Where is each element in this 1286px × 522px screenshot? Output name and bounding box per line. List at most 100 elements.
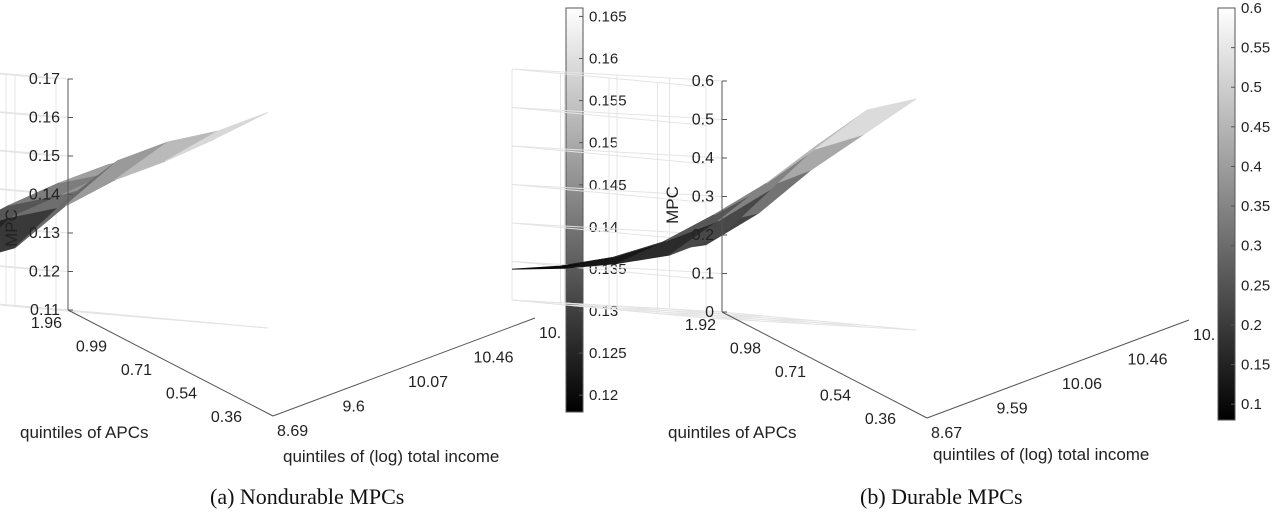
z-tick-label: 0.17	[29, 71, 60, 88]
colorbar-tick-label: 0.35	[1241, 198, 1270, 215]
y-axis-line	[67, 309, 274, 417]
colorbar-tick-label: 0.25	[1241, 277, 1270, 294]
z-tick-label: 0.16	[29, 110, 60, 127]
colorbar-gradient	[1217, 7, 1236, 421]
panel-b: 0 0.1 0.2 0.3 0.4 0.5 0.6 1.92 0.98 0.71 0.54 0.36 8…	[511, 0, 1270, 509]
grid-line	[511, 184, 707, 203]
grid-line	[511, 145, 723, 159]
grid-line	[511, 107, 707, 126]
grid-line	[511, 145, 707, 165]
colorbar-tick-label: 0.14	[589, 219, 618, 236]
grid-line	[616, 305, 812, 325]
colorbar-tick-label: 0.12	[589, 387, 618, 404]
colorbar-tick-label: 0.16	[589, 51, 618, 68]
x-tick-label: 10.	[1193, 327, 1215, 344]
panel-a-x-label: quintiles of (log) total income	[283, 447, 499, 466]
colorbar-tick-label: 0.4	[1241, 158, 1262, 175]
surface-patch	[164, 112, 269, 162]
colorbar-tick-label: 0.155	[589, 93, 627, 110]
grid-line	[669, 308, 864, 328]
panel-a: 0.11 0.12 0.13 0.14 0.15 0.16 0.17 1.96 0.99 0.71…	[0, 7, 627, 509]
colorbar-tick-label: 0.55	[1241, 40, 1270, 57]
z-tick-label: 0.15	[29, 148, 60, 165]
panel-a-z-label: MPC	[2, 209, 21, 247]
panel-b-axes: 0 0.1 0.2 0.3 0.4 0.5 0.6 1.92 0.98 0.71 0.54 0.36 8…	[685, 73, 1215, 442]
grid-line	[0, 188, 69, 195]
y-tick-label: 0.36	[211, 409, 242, 426]
y-tick-label: 0.99	[76, 339, 107, 356]
panel-a-surface	[0, 112, 269, 253]
y-tick-label: 0.54	[820, 388, 851, 405]
grid-line	[0, 149, 69, 157]
y-tick-label: 0.71	[775, 364, 806, 381]
panel-a-caption: (a) Nondurable MPCs	[210, 484, 404, 509]
panel-a-axes: 0.11 0.12 0.13 0.14 0.15 0.16 0.17 1.96 0.99 0.71…	[29, 71, 561, 440]
panel-b-colorbar: 0.6 0.55 0.5 0.45 0.4 0.35 0.3 0.25 0.2 0.15 0.1	[1217, 0, 1270, 421]
panel-b-caption: (b) Durable MPCs	[860, 484, 1023, 509]
x-axis-line	[926, 319, 1190, 419]
grid-line	[564, 302, 759, 322]
y-tick-label: 0.98	[730, 341, 761, 358]
panel-a-y-label: quintiles of APCs	[20, 423, 149, 442]
colorbar-tick-label: 0.15	[1241, 357, 1270, 374]
z-tick-label: 0.13	[29, 225, 60, 242]
grid-line	[511, 261, 707, 280]
colorbar-tick-label: 0.2	[1241, 317, 1262, 334]
colorbar-tick-label: 0.5	[1241, 79, 1262, 96]
x-tick-label: 10.	[539, 325, 561, 342]
x-tick-label: 10.46	[474, 350, 514, 367]
surface-patch	[114, 130, 219, 181]
z-tick-label: 0.2	[692, 227, 714, 244]
surface-patch	[814, 98, 917, 150]
z-tick-label: 0.6	[692, 73, 714, 90]
grid-line	[0, 150, 57, 157]
grid-line	[0, 111, 57, 118]
surface-patch	[64, 141, 169, 207]
grid-line	[511, 261, 723, 274]
grid-line	[511, 107, 723, 120]
panel-b-surface	[511, 98, 917, 270]
colorbar-gradient	[565, 7, 584, 413]
colorbar-tick-label: 0.165	[589, 8, 627, 25]
grid-line	[0, 73, 57, 80]
x-tick-label: 9.6	[343, 399, 365, 416]
x-tick-label: 8.67	[931, 425, 962, 442]
z-tick-label: 0.12	[29, 264, 60, 281]
colorbar-tick-label: 0.125	[589, 345, 627, 362]
grid-line	[511, 184, 723, 197]
z-tick-label: 0.14	[29, 187, 60, 204]
grid-line	[0, 265, 69, 272]
y-tick-label: 0.71	[121, 362, 152, 379]
y-axis-line	[721, 311, 928, 419]
grid-line	[511, 68, 707, 88]
y-tick-label: 1.96	[31, 315, 62, 332]
x-tick-label: 8.69	[277, 423, 308, 440]
surface-patch	[669, 189, 771, 256]
colorbar-tick-label: 0.6	[1241, 0, 1262, 17]
panel-b-z-label: MPC	[663, 186, 682, 224]
z-tick-label: 0	[705, 304, 714, 321]
z-tick-label: 0.11	[30, 302, 60, 319]
x-tick-label: 9.59	[997, 401, 1028, 418]
x-axis-line	[272, 317, 536, 417]
colorbar-tick-label: 0.1	[1241, 396, 1262, 413]
z-tick-label: 0.4	[692, 150, 714, 167]
grid-line	[0, 72, 69, 80]
grid-line	[0, 111, 69, 118]
colorbar-tick-label: 0.15	[589, 135, 618, 152]
grid-line	[511, 68, 723, 82]
y-tick-label: 0.54	[166, 386, 197, 403]
z-tick-label: 0.5	[692, 112, 714, 129]
colorbar-tick-label: 0.45	[1241, 119, 1270, 136]
x-tick-label: 10.46	[1128, 352, 1168, 369]
panel-b-x-label: quintiles of (log) total income	[933, 445, 1149, 464]
x-tick-label: 10.06	[1062, 376, 1102, 393]
z-tick-label: 0.1	[692, 266, 714, 283]
grid-line	[721, 311, 917, 331]
grid-line	[0, 304, 57, 311]
panel-b-y-label: quintiles of APCs	[668, 423, 797, 442]
grid-line	[511, 299, 707, 319]
y-tick-label: 1.92	[685, 317, 716, 334]
y-tick-label: 0.36	[865, 411, 896, 428]
